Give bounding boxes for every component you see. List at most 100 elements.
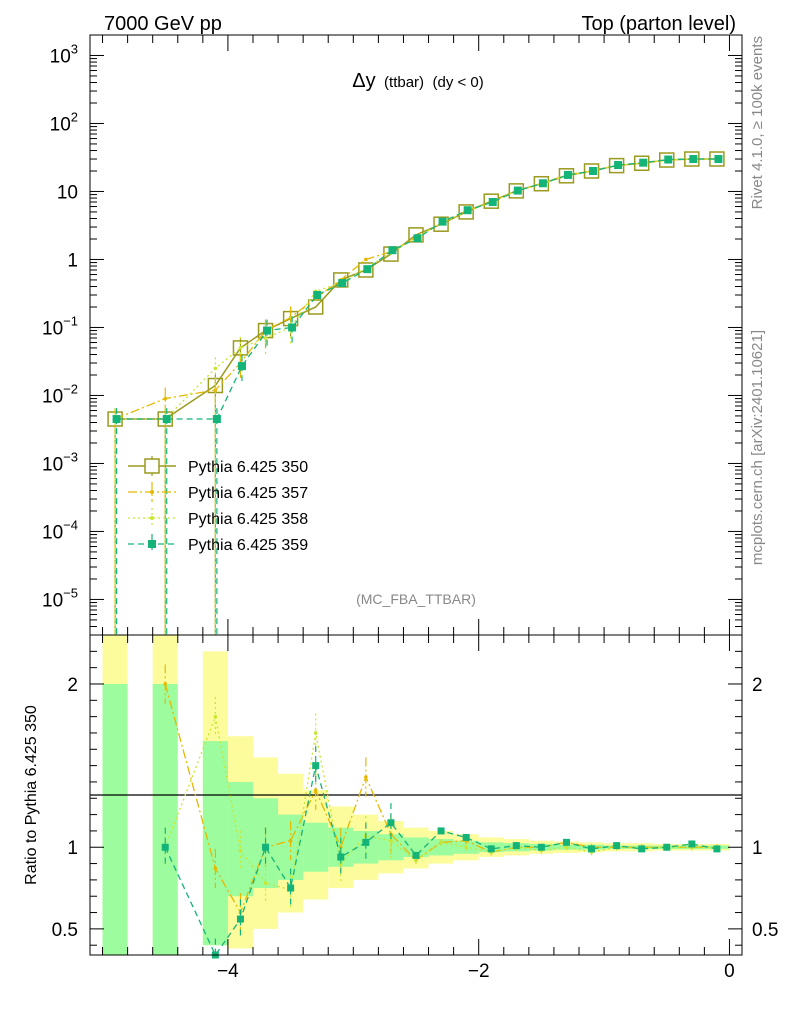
main-ytick-label: 102 bbox=[50, 109, 78, 135]
ratio-point-s358 bbox=[464, 845, 468, 850]
ratio-ytick-label: 0.5 bbox=[52, 920, 78, 941]
ratio-point-s357 bbox=[288, 838, 293, 843]
point-s358 bbox=[213, 366, 218, 371]
point-s359 bbox=[589, 166, 598, 175]
point-s358 bbox=[238, 346, 243, 350]
ratio-point-s359 bbox=[312, 762, 320, 770]
ratio-ytick-label: 1 bbox=[67, 838, 78, 859]
mcplots-label: mcplots.cern.ch [arXiv:2401.10621] bbox=[749, 330, 766, 565]
ratio-point-s358 bbox=[389, 838, 393, 843]
band-inner bbox=[202, 741, 228, 946]
point-s357 bbox=[213, 388, 218, 392]
point-s350 bbox=[508, 183, 525, 199]
point-s359 bbox=[413, 234, 422, 243]
analysis-tag: (MC_FBA_TTBAR) bbox=[356, 591, 476, 607]
legend-label: Pythia 6.425 358 bbox=[188, 511, 308, 528]
ratio-point-s359 bbox=[537, 843, 545, 851]
ratio-point-s359 bbox=[287, 884, 295, 892]
ratio-xtick-label: −2 bbox=[468, 961, 490, 982]
legend-label: Pythia 6.425 357 bbox=[188, 485, 308, 502]
point-s359 bbox=[288, 323, 297, 332]
main-ytick-label-base: 10 bbox=[57, 182, 78, 203]
plot-title: Δy (ttbar) (dy < 0) bbox=[352, 70, 484, 92]
point-s359 bbox=[237, 362, 246, 371]
ratio-point-s359 bbox=[613, 842, 621, 850]
main-ytick-label: 10−3 bbox=[42, 449, 78, 475]
ratio-ytick-label-right: 2 bbox=[752, 675, 763, 696]
ratio-xtick-label: 0 bbox=[724, 961, 735, 982]
ratio-point-s359 bbox=[487, 845, 495, 853]
plot-title-sub: (ttbar) bbox=[384, 74, 424, 91]
plot-title-symbol: Δy bbox=[352, 70, 375, 92]
ratio-axis-ticks: 0.5 0.5 1 1 2 2 −4 −2 0 bbox=[52, 635, 778, 982]
legend-marker bbox=[144, 458, 160, 474]
ratio-point-s357 bbox=[163, 682, 168, 686]
rivet-label: Rivet 4.1.0, ≥ 100k events bbox=[749, 36, 766, 209]
main-ytick-label-exp: 3 bbox=[71, 41, 78, 56]
ratio-ytick-label-right: 0.5 bbox=[752, 920, 778, 941]
main-ytick-label-exp: −4 bbox=[63, 517, 78, 532]
ratio-point-s358 bbox=[263, 881, 268, 885]
main-ytick-label-base: 10 bbox=[42, 522, 63, 543]
ratio-point-s359 bbox=[437, 827, 445, 835]
main-ytick-label-exp: 2 bbox=[71, 109, 78, 124]
legend-entry: Pythia 6.425 357 bbox=[128, 482, 308, 502]
point-s359 bbox=[689, 155, 698, 164]
point-s357 bbox=[364, 257, 368, 262]
ratio-ylabel: Ratio to Pythia 6.425 350 bbox=[23, 705, 40, 885]
main-ytick-label-base: 10 bbox=[42, 454, 63, 475]
point-s359 bbox=[438, 217, 447, 226]
ratio-point-s358 bbox=[213, 714, 218, 719]
point-s350 bbox=[558, 168, 575, 184]
band-inner bbox=[102, 683, 128, 955]
main-ytick-label: 10 bbox=[57, 182, 78, 203]
main-ytick-label: 10−2 bbox=[42, 381, 78, 407]
ratio-point-s359 bbox=[161, 843, 169, 851]
main-ytick-label-base: 1 bbox=[67, 250, 78, 271]
series-s358 bbox=[113, 157, 719, 635]
point-s359 bbox=[162, 415, 171, 424]
legend-marker bbox=[150, 516, 154, 520]
point-s359 bbox=[263, 326, 272, 335]
main-ytick-label: 10−5 bbox=[42, 585, 78, 611]
series-line-s358 bbox=[115, 158, 717, 420]
point-s359 bbox=[388, 246, 397, 255]
series-s359 bbox=[112, 155, 723, 635]
ratio-point-s357 bbox=[338, 845, 343, 850]
point-s359 bbox=[313, 291, 322, 300]
main-ytick-label-base: 10 bbox=[42, 318, 63, 339]
band-inner bbox=[303, 822, 329, 872]
main-ytick-label-base: 10 bbox=[50, 46, 71, 67]
ratio-point-s359 bbox=[236, 915, 244, 923]
point-s350 bbox=[458, 204, 474, 220]
series-line-s359 bbox=[116, 158, 719, 420]
ratio-point-s358 bbox=[439, 840, 443, 845]
ratio-point-s359 bbox=[387, 819, 395, 827]
ratio-frame bbox=[89, 634, 743, 956]
series-line-s350 bbox=[115, 158, 717, 420]
ratio-point-s359 bbox=[262, 843, 270, 851]
point-s359 bbox=[513, 186, 522, 195]
ratio-point-s358 bbox=[238, 848, 243, 853]
main-ytick-label-base: 10 bbox=[42, 590, 63, 611]
legend-entry: Pythia 6.425 358 bbox=[128, 508, 308, 528]
ratio-point-s357 bbox=[364, 775, 368, 779]
point-s350 bbox=[583, 163, 600, 179]
main-series bbox=[107, 151, 725, 635]
point-s350 bbox=[358, 262, 374, 278]
ratio-point-s359 bbox=[562, 838, 570, 846]
main-ytick-label: 1 bbox=[67, 250, 78, 271]
point-s359 bbox=[639, 158, 648, 167]
main-ytick-label: 10−1 bbox=[42, 313, 78, 339]
ratio-point-s359 bbox=[663, 843, 671, 851]
series-line-s357 bbox=[114, 158, 717, 420]
header-left: 7000 GeV pp bbox=[104, 13, 222, 35]
legend-marker bbox=[148, 540, 156, 548]
band-inner bbox=[227, 781, 253, 897]
ratio-point-s357 bbox=[313, 788, 318, 792]
legend-marker bbox=[150, 490, 154, 494]
point-s359 bbox=[463, 206, 472, 215]
ratio-point-s359 bbox=[362, 838, 370, 846]
legend-entry: Pythia 6.425 350 bbox=[128, 456, 308, 476]
